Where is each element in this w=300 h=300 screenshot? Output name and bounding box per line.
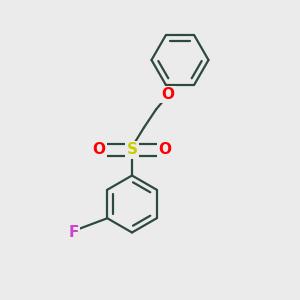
Text: O: O: [92, 142, 106, 158]
Text: F: F: [68, 225, 79, 240]
Text: S: S: [127, 142, 137, 158]
Text: O: O: [161, 87, 175, 102]
Text: O: O: [158, 142, 172, 158]
